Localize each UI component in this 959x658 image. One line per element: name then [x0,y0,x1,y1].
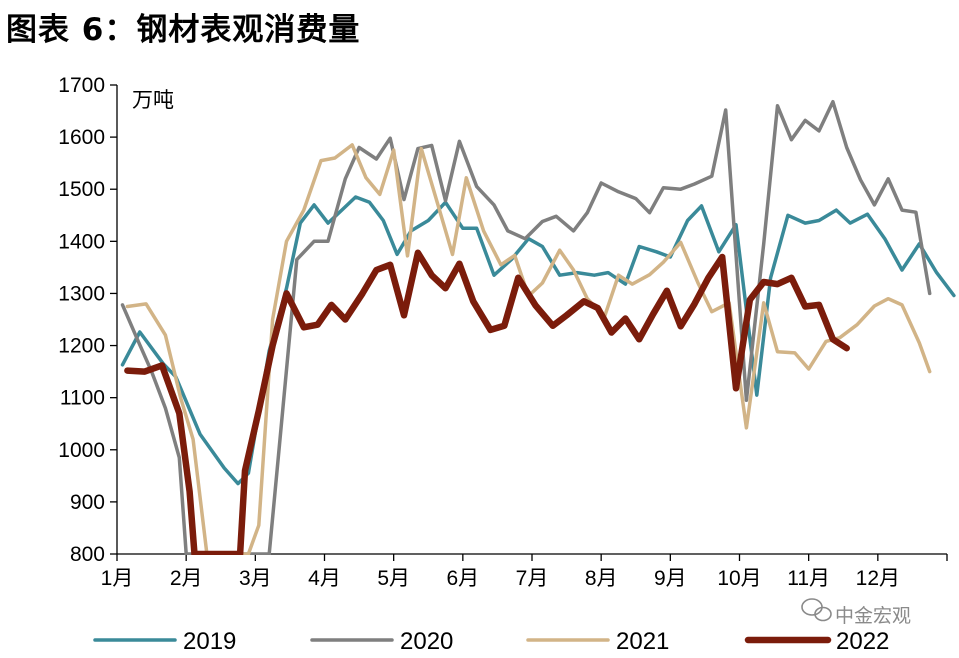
x-tick-label: 7月 [516,567,549,590]
y-axis-unit-label: 万吨 [132,88,174,112]
series-layer [120,99,956,555]
x-tick-label: 3月 [239,567,272,590]
y-tick-label: 1000 [58,439,105,462]
series-line-2021 [125,143,932,555]
legend-label-2022: 2022 [836,628,889,655]
y-tick-label: 900 [70,491,105,514]
x-tick-label: 12月 [856,567,900,590]
y-tick-label: 800 [70,543,105,566]
watermark-text: 中金宏观 [835,605,911,627]
legend-label-2020: 2020 [400,628,453,655]
x-tick-label: 5月 [377,567,410,590]
x-tick-label: 2月 [170,567,203,590]
x-tick-label: 1月 [101,567,134,590]
x-tick-label: 6月 [446,567,479,590]
y-tick-label: 1600 [58,126,105,149]
series-line-2022 [124,249,850,555]
x-tick-label: 8月 [585,567,618,590]
y-tick-label: 1100 [60,387,105,410]
x-tick-label: 11月 [787,567,830,590]
axes: 800 900 1000 1100 1200 1300 1400 1500 1600 1700 1月… [58,74,948,590]
y-tick-label: 1500 [58,178,105,201]
series-line-2020 [120,99,932,555]
y-tick-label: 1700 [58,74,105,97]
y-tick-label: 1200 [58,335,105,358]
y-tick-label: 1400 [58,230,105,253]
legend: 2019 2020 2021 2022 [93,628,889,655]
x-tick-label: 4月 [308,567,341,590]
wechat-icon [801,598,832,622]
watermark: 中金宏观 [801,598,911,627]
legend-label-2019: 2019 [183,628,236,655]
legend-label-2021: 2021 [616,628,669,655]
chart-title: 图表 6：钢材表观消费量 [6,12,361,48]
x-tick-label: 9月 [654,567,687,590]
x-tick-label: 10月 [717,567,761,590]
y-tick-label: 1300 [58,282,105,305]
